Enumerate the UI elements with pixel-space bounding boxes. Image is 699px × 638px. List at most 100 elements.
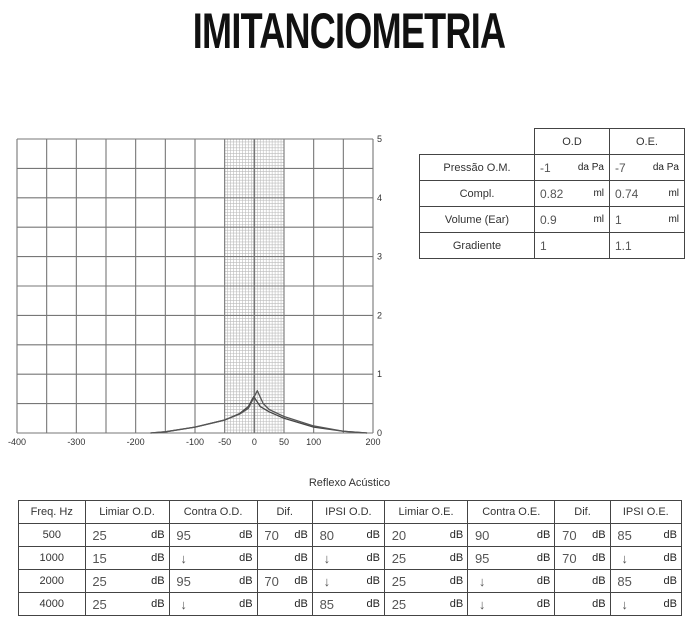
column-header: Limiar O.D.	[84, 500, 170, 524]
value-cell: ↓ dB	[467, 569, 556, 593]
table-row: 500 25 dB 95 dB 70 dB 80 dB 20 dB 90 dB 70 dB 85 dB	[18, 523, 683, 547]
column-header: IPSI O.E.	[609, 500, 683, 524]
column-header: Contra O.E.	[467, 500, 556, 524]
table-row: 1000 15 dB ↓ dB dB ↓ dB 25 dB 95 dB 70 dB ↓ dB	[18, 546, 683, 570]
y-tick-label: 2	[377, 310, 382, 320]
row-label: Gradiente	[419, 232, 535, 259]
tympanogram-curve-2	[150, 390, 368, 434]
value-cell: ↓ dB	[168, 546, 258, 570]
value-cell: 25 dB	[383, 592, 469, 616]
row-label: Pressão O.M.	[419, 154, 535, 181]
value: 1	[615, 212, 622, 227]
value-cell: 85 dB	[609, 569, 683, 593]
unit: dB	[592, 575, 606, 587]
x-tick-label: 100	[306, 437, 321, 447]
x-tick-label: 50	[279, 437, 289, 447]
column-header: Contra O.D.	[168, 500, 258, 524]
unit: dB	[151, 575, 165, 587]
x-tick-label: -300	[67, 437, 85, 447]
cell-content: 15 dB	[90, 551, 165, 566]
value: 25	[391, 573, 407, 589]
value-cell: 90 dB	[467, 523, 556, 547]
frequency-cell: 4000	[18, 592, 86, 616]
value-cell: 25 dB	[84, 592, 170, 616]
unit: ml	[593, 214, 604, 225]
value: 0.9	[540, 212, 557, 227]
cell-content: ↓ dB	[615, 597, 677, 612]
value-cell: 0.9 ml	[534, 206, 610, 233]
unit: dB	[239, 552, 253, 564]
value-cell: 25 dB	[383, 569, 469, 593]
cell-content: 25 dB	[389, 574, 463, 589]
cell-content: ↓ dB	[174, 597, 252, 612]
value-cell: dB	[554, 592, 611, 616]
cell-content: 95 dB	[472, 551, 550, 566]
cell-content: 80 dB	[317, 528, 380, 543]
value: 95	[474, 550, 490, 566]
down-arrow-icon: ↓	[478, 573, 486, 589]
cell-content: 25 dB	[90, 597, 164, 612]
value-cell: dB	[256, 592, 313, 616]
x-tick-label: -400	[8, 437, 26, 447]
unit: dB	[536, 598, 551, 610]
value-cell: 70 dB	[554, 546, 611, 570]
value-cell: 0.82 ml	[534, 180, 610, 207]
value-cell: 1	[534, 232, 610, 259]
table-row: Pressão O.M. -1 da Pa -7 da Pa	[419, 154, 685, 181]
cell-content: ↓ dB	[317, 551, 380, 566]
value-cell: dB	[554, 569, 611, 593]
unit: dB	[663, 598, 677, 610]
value-cell: 25 dB	[84, 523, 170, 547]
unit: da Pa	[577, 162, 604, 173]
value-cell: 20 dB	[383, 523, 469, 547]
value-cell: dB	[256, 546, 313, 570]
value-cell: 85 dB	[311, 592, 385, 616]
value-cell: 95 dB	[467, 546, 556, 570]
unit: dB	[151, 552, 165, 564]
table-row: 4000 25 dB ↓ dB dB 85 dB 25 dB ↓ dB dB ↓ dB	[18, 592, 683, 616]
down-arrow-icon: ↓	[323, 550, 331, 566]
unit: dB	[449, 598, 464, 610]
y-tick-label: 4	[377, 193, 382, 203]
value-cell: ↓ dB	[311, 546, 385, 570]
page-title-text: IMITANCIOMETRIA	[193, 3, 506, 59]
cell-content: 1	[538, 239, 606, 253]
cell-content: 25 dB	[389, 551, 463, 566]
cell-content: 0.9 ml	[538, 213, 606, 227]
frequency-cell: 2000	[18, 569, 86, 593]
unit: ml	[593, 188, 604, 199]
value-cell: -1 da Pa	[534, 154, 610, 181]
cell-content: ↓ dB	[472, 597, 550, 612]
cell-content: ↓ dB	[317, 574, 380, 589]
unit: da Pa	[652, 162, 679, 173]
cell-content: 85 dB	[317, 597, 380, 612]
unit: dB	[294, 575, 308, 587]
value-cell: ↓ dB	[168, 592, 258, 616]
cell-content: 25 dB	[90, 574, 165, 589]
y-tick-label: 1	[377, 369, 382, 379]
frequency-cell: 1000	[18, 546, 86, 570]
value-cell: 15 dB	[84, 546, 170, 570]
cell-content: 1.1	[613, 239, 681, 253]
unit: dB	[366, 552, 380, 564]
value-cell: ↓ dB	[609, 546, 683, 570]
unit: dB	[239, 529, 253, 541]
unit: dB	[536, 575, 551, 587]
cell-content: 70 dB	[262, 528, 307, 543]
unit: dB	[366, 598, 380, 610]
down-arrow-icon: ↓	[621, 596, 628, 612]
cell-content: dB	[262, 598, 307, 610]
empty-corner	[419, 128, 535, 155]
unit: dB	[536, 529, 551, 541]
cell-content: ↓ dB	[472, 574, 550, 589]
unit: dB	[366, 529, 380, 541]
cell-content: dB	[262, 552, 307, 564]
down-arrow-icon: ↓	[621, 550, 628, 566]
cell-content: 70 dB	[262, 574, 308, 589]
value-cell: 85 dB	[609, 523, 683, 547]
table-row: Gradiente 1 1.1	[419, 232, 685, 259]
x-tick-label: -100	[186, 437, 204, 447]
reflex-title: Reflexo Acústico	[308, 477, 391, 489]
unit: ml	[668, 214, 679, 225]
cell-content: -1 da Pa	[538, 161, 606, 175]
